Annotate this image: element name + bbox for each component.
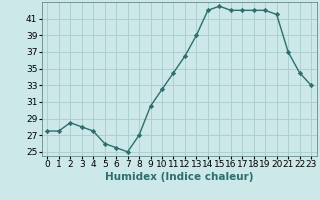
X-axis label: Humidex (Indice chaleur): Humidex (Indice chaleur) (105, 172, 253, 182)
